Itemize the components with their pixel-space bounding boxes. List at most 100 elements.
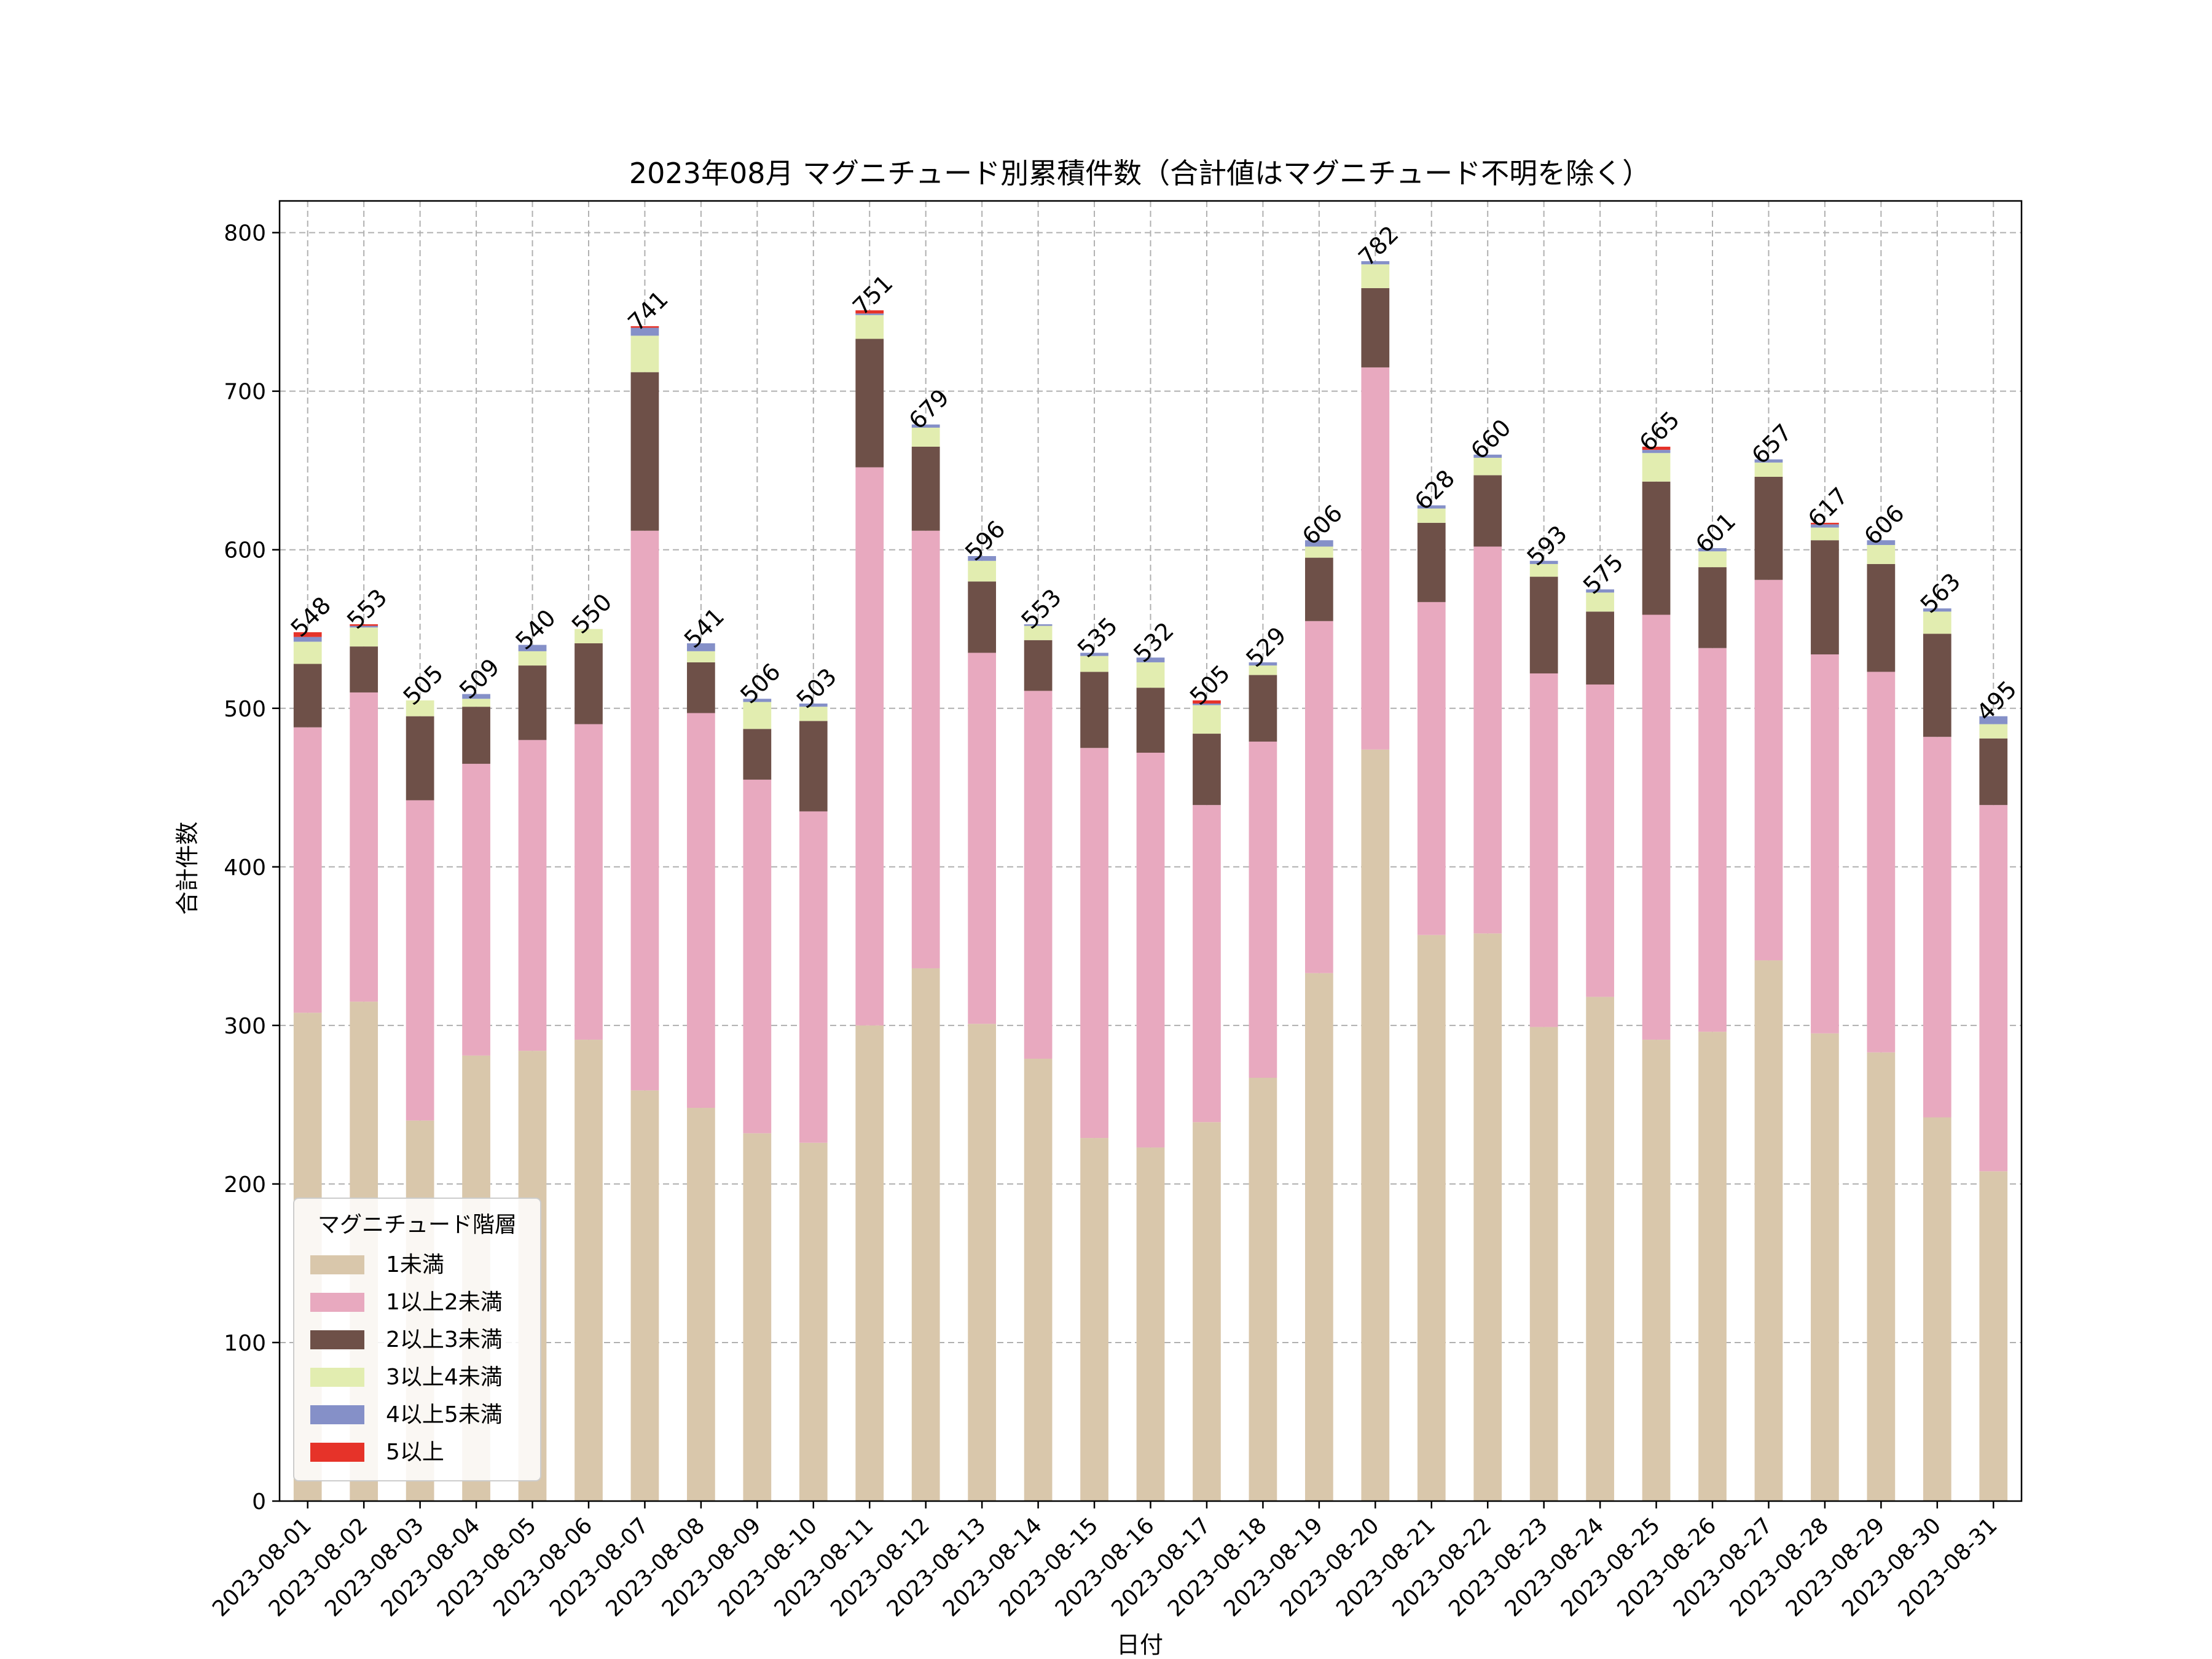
y-tick-label: 600: [224, 538, 266, 563]
bar-segment: [1193, 1122, 1221, 1501]
bar-segment: [1473, 454, 1502, 458]
bar-segment: [1304, 546, 1333, 558]
bar-segment: [575, 1040, 603, 1501]
bar-segment: [1193, 705, 1221, 734]
x-axis-label: 日付: [1116, 1631, 1163, 1658]
bar-segment: [968, 653, 997, 1024]
legend-label: 2以上3未満: [386, 1327, 503, 1352]
legend-label: 4以上5未満: [386, 1402, 503, 1427]
bar-segment: [1811, 522, 1839, 525]
bar-segment: [630, 1090, 659, 1501]
legend-label: 1以上2未満: [386, 1290, 503, 1315]
bar-segment: [1304, 557, 1333, 621]
bar-segment: [1642, 453, 1671, 482]
bar-segment: [406, 716, 434, 801]
bar-segment: [968, 556, 997, 561]
bar-segment: [462, 764, 490, 1056]
y-tick-label: 800: [224, 221, 266, 246]
bars: [293, 261, 2008, 1501]
bar-segment: [630, 530, 659, 1091]
bar-segment: [1417, 508, 1446, 523]
bar-segment: [1642, 614, 1671, 1040]
bar-segment: [743, 1133, 772, 1501]
bar-segment: [1642, 450, 1671, 453]
legend-swatch: [310, 1443, 364, 1462]
bar-segment: [1923, 1117, 1951, 1501]
bar-segment: [1923, 608, 1951, 612]
bar-segment: [911, 530, 940, 968]
bar-segment: [293, 632, 322, 637]
bar-segment: [1642, 1040, 1671, 1501]
y-axis-label: 合計件数: [174, 822, 201, 915]
bar-segment: [1529, 576, 1558, 673]
bar-segment: [1754, 462, 1783, 477]
bar-segment: [350, 646, 378, 692]
bar-segment: [575, 724, 603, 1040]
bar-segment: [687, 651, 715, 662]
bar-segment: [293, 664, 322, 728]
bar-segment: [1249, 675, 1277, 742]
bar-segment: [911, 446, 940, 531]
legend-label: 1未満: [386, 1252, 444, 1277]
bar-segment: [1304, 621, 1333, 973]
bar-segment: [1136, 657, 1165, 662]
bar-segment: [350, 624, 378, 626]
bar-segment: [1923, 611, 1951, 634]
bar-segment: [911, 428, 940, 447]
bar-segment: [1417, 935, 1446, 1501]
bar-segment: [1529, 673, 1558, 1027]
bar-segment: [687, 662, 715, 713]
y-tick-label: 200: [224, 1172, 266, 1198]
bar-segment: [1136, 1147, 1165, 1501]
bar-segment: [293, 727, 322, 1013]
legend: マグニチュード階層 1未満 1以上2未満 2以上3未満 3以上4未満 4以上5未満 5以上: [293, 1198, 541, 1481]
legend-label: 3以上4未満: [386, 1365, 503, 1390]
bar-segment: [1304, 973, 1333, 1501]
bar-segment: [1754, 579, 1783, 961]
bar-segment: [1304, 540, 1333, 547]
bar-segment: [687, 1108, 715, 1501]
bar-segment: [1249, 665, 1277, 675]
bar-segment: [1417, 522, 1446, 602]
bar-segment: [1024, 624, 1053, 626]
bar-segment: [743, 699, 772, 702]
bar-segment: [1249, 741, 1277, 1078]
bar-segment: [1473, 933, 1502, 1501]
bar-segment: [1586, 592, 1614, 612]
legend-label: 5以上: [386, 1440, 444, 1465]
bar-segment: [1361, 367, 1390, 750]
bar-segment: [406, 800, 434, 1121]
legend-title: マグニチュード階層: [318, 1212, 517, 1237]
bar-segment: [518, 740, 547, 1051]
bar-segment: [855, 310, 884, 314]
bar-segment: [743, 779, 772, 1134]
bar-segment: [1417, 602, 1446, 935]
bar-segment: [855, 1025, 884, 1501]
bar-segment: [1698, 548, 1727, 552]
bar-segment: [799, 704, 828, 707]
bar-segment: [1586, 997, 1614, 1501]
bar-segment: [743, 729, 772, 780]
bar-segment: [1811, 540, 1839, 655]
bar-segment: [350, 626, 378, 628]
bar-segment: [1529, 1027, 1558, 1501]
bar-segment: [1754, 459, 1783, 463]
bar-segment: [911, 424, 940, 428]
bar-segment: [293, 637, 322, 642]
bar-segment: [518, 651, 547, 666]
bar-segment: [1586, 589, 1614, 593]
bar-segment: [1923, 737, 1951, 1118]
bar-segment: [1867, 1052, 1896, 1501]
bar-segment: [575, 629, 603, 643]
bar-segment: [1698, 567, 1727, 648]
y-tick-label: 400: [224, 855, 266, 880]
bar-segment: [743, 702, 772, 729]
bar-segment: [350, 692, 378, 1002]
bar-segment: [1979, 805, 2008, 1172]
bar-segment: [518, 665, 547, 740]
bar-segment: [1361, 264, 1390, 288]
bar-segment: [799, 811, 828, 1143]
bar-segment: [1979, 738, 2008, 806]
bar-segment: [1024, 640, 1053, 691]
bar-segment: [293, 641, 322, 664]
